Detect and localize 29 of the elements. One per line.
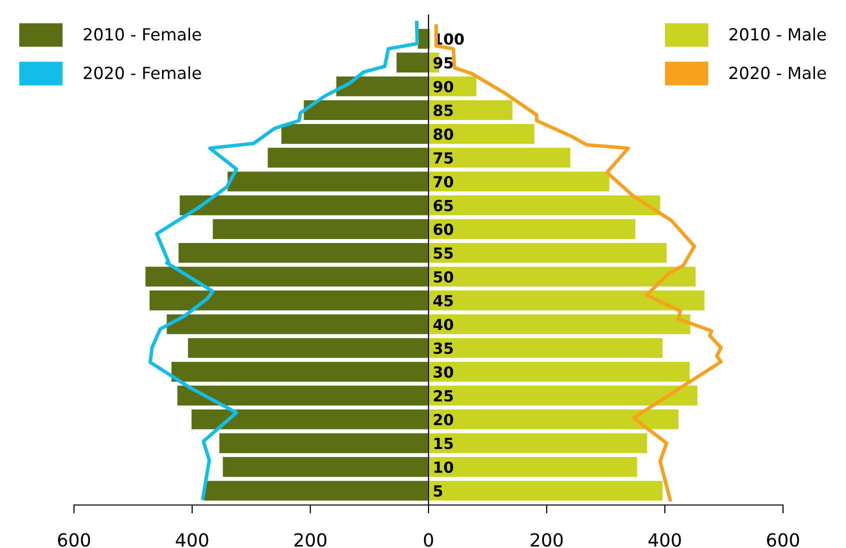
y-tick-label: 40: [433, 318, 454, 330]
y-tick-label: 15: [434, 438, 453, 450]
y-tick-label: 85: [434, 104, 453, 116]
y-tick-label: 80: [434, 128, 454, 140]
y-tick-label: 50: [434, 271, 454, 283]
x-tick-label: 200: [294, 533, 326, 547]
x-tick-label: 0: [424, 533, 434, 547]
y-tick-label: 75: [434, 152, 453, 164]
y-tick-label: 35: [434, 342, 453, 354]
legend-label: 2020 - Male: [729, 66, 826, 80]
y-tick-label: 25: [434, 390, 453, 402]
y-tick-label: 65: [434, 200, 453, 212]
y-tick-label: 30: [434, 366, 454, 378]
x-tick-label: 400: [648, 533, 681, 547]
y-tick-label: 10: [434, 461, 454, 473]
y-tick-label: 70: [434, 176, 454, 188]
legend-label: 2020 - Female: [84, 66, 201, 80]
legend-label: 2010 - Male: [729, 28, 826, 41]
y-tick-label: 60: [434, 224, 454, 236]
y-tick-label: 45: [433, 295, 453, 306]
y-tick-label: 55: [434, 248, 453, 259]
x-tick-label: 400: [176, 533, 208, 547]
x-tick-label: 600: [58, 533, 90, 547]
y-tick-label: 90: [433, 80, 454, 92]
x-tick-label: 200: [530, 533, 563, 547]
y-tick-label: 20: [434, 414, 454, 426]
legend-label: 2010 - Female: [84, 28, 201, 41]
x-tick-label: 600: [767, 533, 800, 547]
y-tick-label: 5: [434, 485, 442, 497]
